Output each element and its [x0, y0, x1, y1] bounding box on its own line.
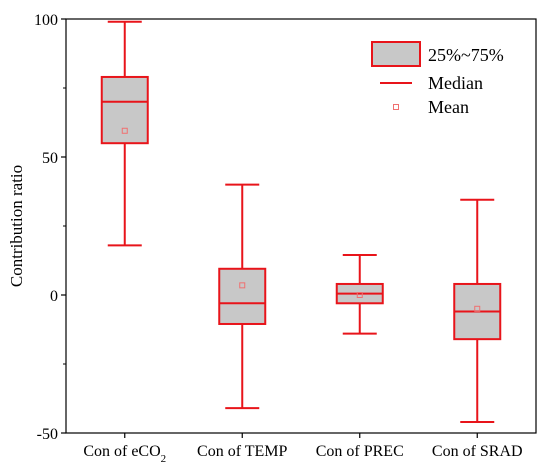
y-tick-label: 100	[34, 12, 58, 29]
x-tick-label: Con of TEMP	[197, 443, 287, 460]
mean-marker	[239, 282, 246, 289]
legend-box-label: 25%~75%	[428, 45, 504, 65]
legend-mean-label: Mean	[428, 97, 469, 117]
x-tick-label: Con of PREC	[316, 443, 404, 460]
plot-area: -50 0 50 100 Con of eCO2 Con of TEMP Con of PR…	[34, 12, 537, 465]
legend-box-swatch	[371, 41, 421, 67]
y-tick-label: 50	[42, 150, 58, 167]
mean-marker	[356, 292, 363, 298]
x-tick-label: Con of eCO2	[83, 443, 166, 465]
mean-marker	[121, 127, 128, 134]
iqr-box	[100, 75, 149, 145]
legend-median-label: Median	[428, 73, 483, 93]
mean-marker	[474, 305, 481, 312]
x-tick-label: Con of SRAD	[432, 443, 523, 460]
iqr-box	[218, 267, 267, 325]
legend-mean-swatch	[393, 104, 399, 110]
y-tick-label: -50	[37, 426, 58, 443]
y-axis-label: Contribution ratio	[7, 165, 26, 287]
y-tick-label: 0	[50, 288, 58, 305]
